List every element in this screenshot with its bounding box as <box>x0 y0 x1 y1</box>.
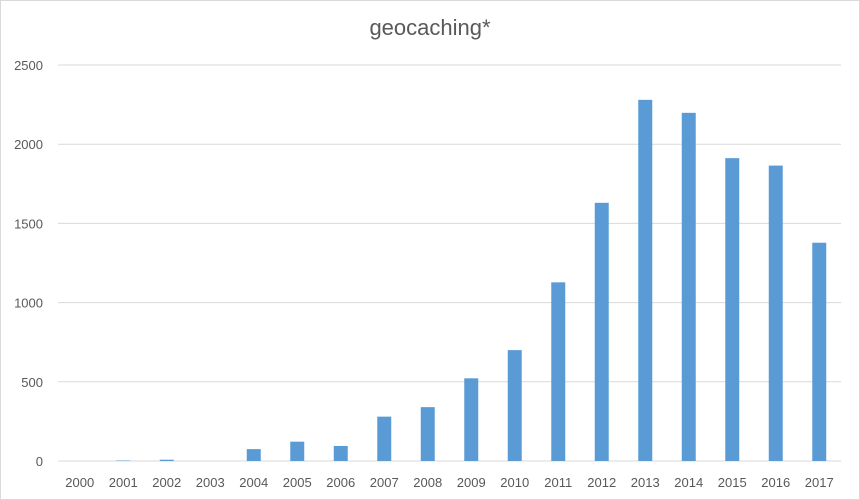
bar <box>333 445 348 461</box>
bar <box>507 350 522 461</box>
x-tick-label: 2016 <box>761 475 790 490</box>
bar <box>594 202 609 462</box>
y-tick-label: 1000 <box>14 296 43 311</box>
bar <box>768 165 783 462</box>
bar <box>420 407 435 461</box>
y-tick-label: 1500 <box>14 216 43 231</box>
y-tick-label: 2500 <box>14 58 43 73</box>
x-tick-label: 2013 <box>631 475 660 490</box>
bar <box>246 449 261 461</box>
x-tick-label: 2003 <box>196 475 225 490</box>
x-tick-label: 2006 <box>326 475 355 490</box>
x-tick-label: 2012 <box>587 475 616 490</box>
chart-title: geocaching* <box>369 15 491 40</box>
x-tick-label: 2002 <box>152 475 181 490</box>
x-tick-label: 2007 <box>370 475 399 490</box>
x-tick-label: 2011 <box>544 475 572 490</box>
x-tick-label: 2005 <box>283 475 312 490</box>
bar <box>681 112 696 462</box>
x-tick-label: 2010 <box>500 475 529 490</box>
y-tick-label: 0 <box>36 454 43 469</box>
x-tick-label: 2009 <box>457 475 486 490</box>
bar <box>377 416 392 461</box>
y-tick-label: 500 <box>21 375 43 390</box>
x-tick-label: 2004 <box>239 475 268 490</box>
bar <box>812 242 827 461</box>
y-tick-label: 2000 <box>14 137 43 152</box>
bar <box>638 99 653 462</box>
x-tick-label: 2015 <box>718 475 747 490</box>
bar <box>290 441 305 461</box>
x-tick-label: 2017 <box>805 475 834 490</box>
x-tick-label: 2014 <box>674 475 703 490</box>
x-tick-label: 2000 <box>65 475 94 490</box>
x-tick-label: 2008 <box>413 475 442 490</box>
bar <box>159 459 174 461</box>
bar <box>551 282 566 461</box>
bar <box>464 378 479 461</box>
x-tick-label: 2001 <box>109 475 138 490</box>
bar <box>725 158 740 461</box>
